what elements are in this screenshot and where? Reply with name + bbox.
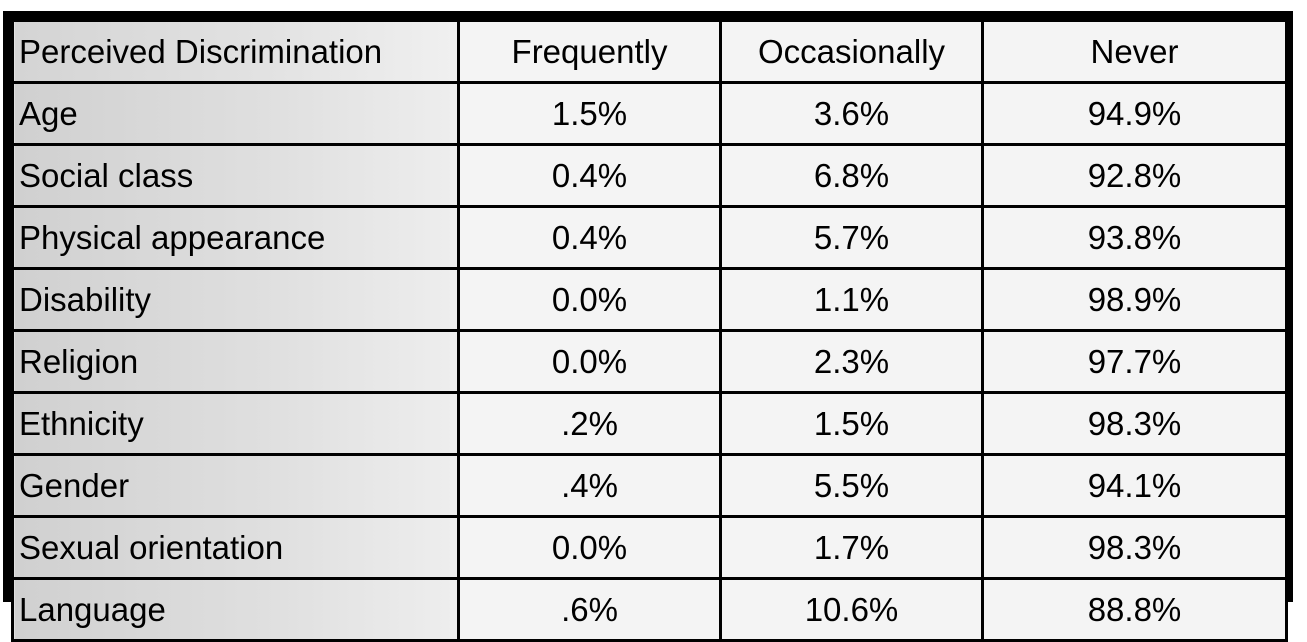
table-row: Sexual orientation 0.0% 1.7% 98.3% [11,515,1288,580]
occasionally-cell: 6.8% [719,143,984,208]
frequently-cell: .2% [457,391,722,456]
never-cell: 98.3% [981,515,1288,580]
never-cell: 94.1% [981,453,1288,518]
frequently-cell: 0.0% [457,329,722,394]
row-label: Social class [11,143,460,208]
frequently-cell: 1.5% [457,81,722,146]
never-cell: 92.8% [981,143,1288,208]
never-cell: 93.8% [981,205,1288,270]
never-cell: 98.3% [981,391,1288,456]
table-row: Gender .4% 5.5% 94.1% [11,453,1288,518]
table-header-row: Perceived Discrimination Frequently Occa… [11,19,1288,84]
table-row: Age 1.5% 3.6% 94.9% [11,81,1288,146]
occasionally-cell: 1.5% [719,391,984,456]
table-row: Social class 0.4% 6.8% 92.8% [11,143,1288,208]
row-label: Ethnicity [11,391,460,456]
discrimination-table-frame: Perceived Discrimination Frequently Occa… [3,11,1293,642]
frequently-cell: 0.4% [457,143,722,208]
occasionally-cell: 3.6% [719,81,984,146]
row-label: Physical appearance [11,205,460,270]
never-cell: 94.9% [981,81,1288,146]
discrimination-table: Perceived Discrimination Frequently Occa… [11,19,1288,642]
occasionally-cell: 1.7% [719,515,984,580]
frequently-cell: 0.0% [457,267,722,332]
occasionally-cell: 1.1% [719,267,984,332]
column-header-frequently: Frequently [457,19,722,84]
table-row: Physical appearance 0.4% 5.7% 93.8% [11,205,1288,270]
row-label: Religion [11,329,460,394]
column-header-occasionally: Occasionally [719,19,984,84]
table-row: Religion 0.0% 2.3% 97.7% [11,329,1288,394]
frequently-cell: 0.0% [457,515,722,580]
occasionally-cell: 5.5% [719,453,984,518]
frequently-cell: .4% [457,453,722,518]
table-row: Ethnicity .2% 1.5% 98.3% [11,391,1288,456]
never-cell: 98.9% [981,267,1288,332]
occasionally-cell: 5.7% [719,205,984,270]
occasionally-cell: 2.3% [719,329,984,394]
row-label: Disability [11,267,460,332]
column-header-perceived-discrimination: Perceived Discrimination [11,19,460,84]
row-label: Gender [11,453,460,518]
row-label: Age [11,81,460,146]
table-row: Disability 0.0% 1.1% 98.9% [11,267,1288,332]
frequently-cell: 0.4% [457,205,722,270]
column-header-never: Never [981,19,1288,84]
row-label: Sexual orientation [11,515,460,580]
never-cell: 97.7% [981,329,1288,394]
